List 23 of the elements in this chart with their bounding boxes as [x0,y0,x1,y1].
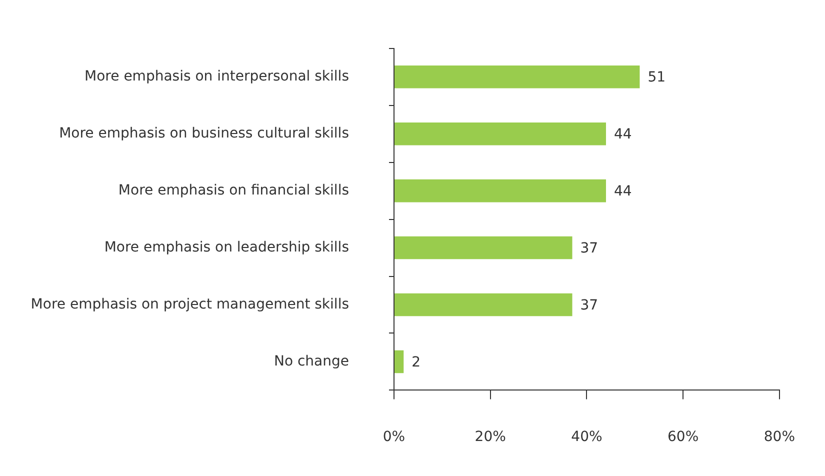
bar [394,122,606,146]
data-label: 51 [648,70,666,86]
x-tick-label: 0% [382,429,406,446]
data-label: 44 [614,126,632,142]
y-tick-label: No change [274,353,349,370]
bar [394,293,572,316]
x-tick-label: 60% [668,429,699,446]
bar [394,65,640,88]
data-label: 37 [580,240,598,256]
y-tick-label: More emphasis on business cultural skills [59,125,349,142]
bar [394,350,404,374]
bar [394,179,606,202]
y-tick-label: More emphasis on interpersonal skills [84,68,349,85]
x-tick-label: 20% [474,429,506,446]
data-label: 2 [412,354,421,370]
data-label: 37 [580,297,598,314]
y-tick-label: More emphasis on project management skills [30,296,349,312]
x-tick-label: 40% [571,429,602,446]
x-tick-label: 80% [764,429,796,446]
bar [394,236,572,260]
y-tick-label: More emphasis on leadership skills [104,239,349,256]
y-tick-label: More emphasis on financial skills [118,182,349,198]
data-label: 44 [614,183,632,200]
